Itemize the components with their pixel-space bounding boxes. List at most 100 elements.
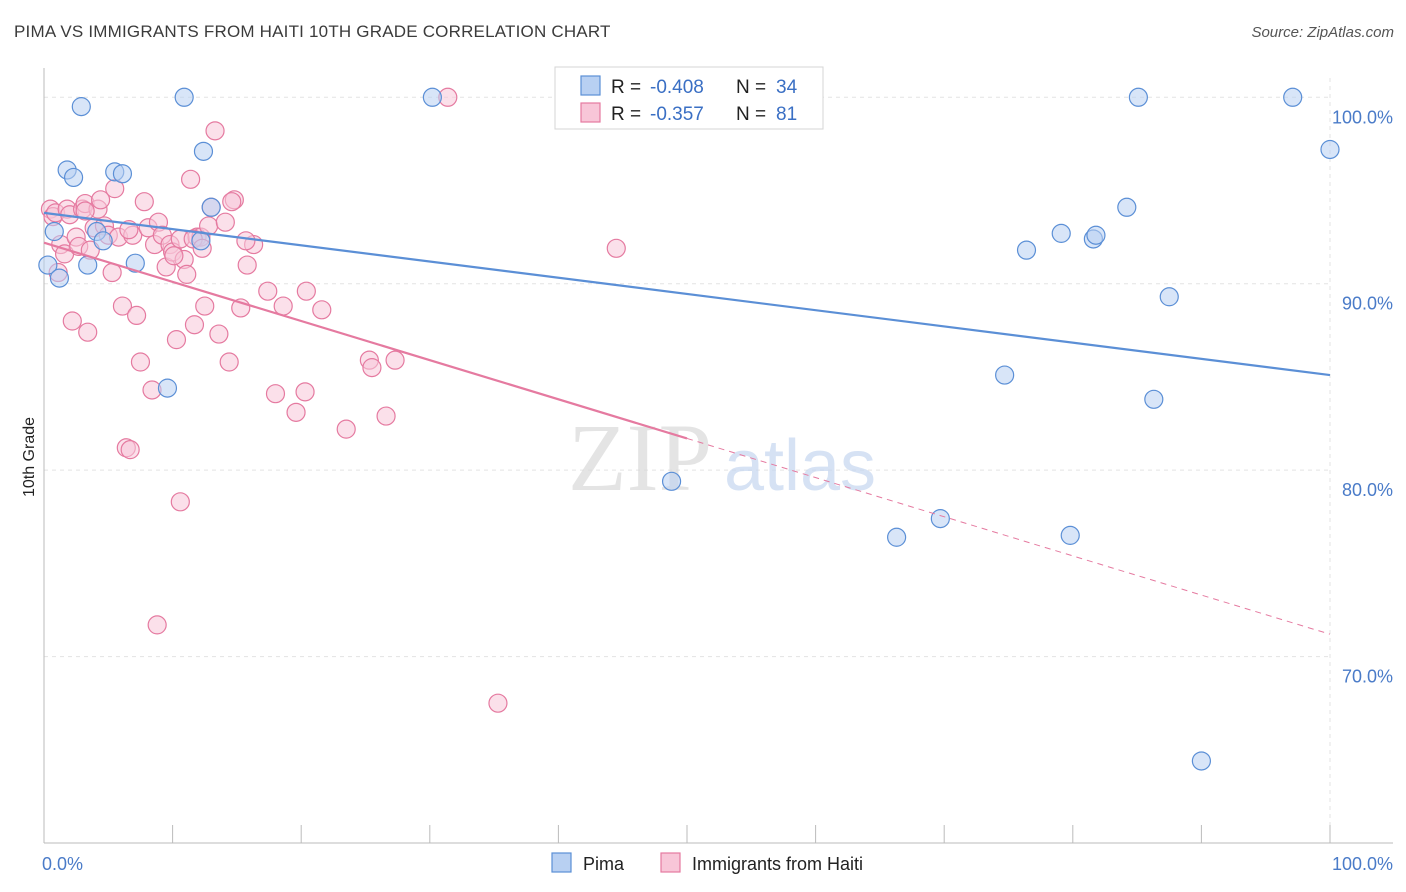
point-pima-25 bbox=[1060, 525, 1080, 545]
source-note: Source: ZipAtlas.com bbox=[1251, 24, 1394, 41]
point-haiti-72 bbox=[170, 492, 190, 512]
y-tick-label-1: 90.0% bbox=[1342, 294, 1393, 314]
legend-swatch-haiti bbox=[580, 102, 601, 123]
point-haiti-25 bbox=[120, 440, 140, 460]
point-haiti-64 bbox=[336, 419, 356, 439]
x-tick-labels: 0.0% 100.0% bbox=[42, 854, 1393, 874]
point-haiti-43 bbox=[184, 315, 205, 335]
series-haiti-points bbox=[40, 87, 626, 713]
legend-r-value-pima: -0.408 bbox=[650, 77, 704, 98]
point-haiti-50 bbox=[209, 324, 229, 344]
point-pima-20 bbox=[930, 509, 950, 529]
point-pima-28 bbox=[1128, 87, 1148, 107]
point-pima-23 bbox=[1016, 240, 1037, 260]
y-tick-label-0: 100.0% bbox=[1332, 107, 1393, 127]
point-haiti-60 bbox=[286, 402, 306, 422]
trend-line-pima bbox=[43, 211, 1331, 377]
point-haiti-77 bbox=[75, 201, 95, 221]
point-haiti-27 bbox=[126, 305, 147, 326]
bottom-legend: Pima Immigrants from Haiti bbox=[551, 852, 863, 874]
point-pima-10 bbox=[112, 164, 133, 184]
bottom-legend-swatch-pima bbox=[551, 852, 572, 873]
point-haiti-62 bbox=[296, 281, 316, 301]
point-pima-26 bbox=[1086, 225, 1106, 245]
point-haiti-63 bbox=[312, 300, 332, 320]
point-haiti-71 bbox=[147, 615, 167, 635]
point-pima-2 bbox=[49, 268, 70, 288]
point-pima-4 bbox=[63, 167, 84, 188]
point-haiti-13 bbox=[78, 322, 98, 342]
point-haiti-51 bbox=[215, 212, 235, 232]
trend-line-haiti-extension bbox=[686, 437, 1331, 635]
bottom-legend-label-pima: Pima bbox=[583, 854, 625, 874]
point-pima-8 bbox=[93, 231, 113, 251]
trend-lines bbox=[43, 211, 1331, 635]
y-axis-label: 10th Grade bbox=[21, 417, 38, 497]
point-haiti-42 bbox=[181, 169, 201, 189]
watermark: ZIP atlas bbox=[568, 404, 876, 511]
point-haiti-61 bbox=[295, 382, 315, 402]
legend-n-label-haiti: N = bbox=[736, 104, 766, 125]
point-pima-17 bbox=[422, 87, 442, 107]
point-pima-31 bbox=[1191, 751, 1212, 771]
watermark-zip: ZIP bbox=[568, 404, 712, 511]
point-haiti-73 bbox=[488, 693, 508, 713]
point-pima-1 bbox=[44, 221, 64, 242]
point-haiti-68 bbox=[385, 350, 405, 370]
point-pima-29 bbox=[1144, 389, 1164, 409]
axes bbox=[43, 68, 1393, 844]
watermark-atlas: atlas bbox=[724, 426, 876, 506]
point-pima-12 bbox=[157, 378, 178, 398]
correlation-legend: R = -0.408 N = 34 R = -0.357 N = 81 bbox=[554, 66, 824, 130]
bottom-legend-label-haiti: Immigrants from Haiti bbox=[692, 854, 863, 874]
y-tick-labels: 100.0% 90.0% 80.0% 70.0% bbox=[1332, 107, 1393, 686]
legend-r-label-pima: R = bbox=[611, 77, 641, 98]
point-pima-22 bbox=[1051, 223, 1071, 243]
legend-n-value-pima: 34 bbox=[776, 77, 798, 98]
point-pima-13 bbox=[174, 87, 194, 107]
point-haiti-28 bbox=[130, 352, 151, 372]
point-haiti-66 bbox=[362, 358, 382, 378]
point-pima-16 bbox=[201, 197, 221, 217]
point-haiti-58 bbox=[265, 384, 286, 404]
point-pima-5 bbox=[71, 97, 91, 117]
point-haiti-29 bbox=[134, 192, 154, 212]
x-tick-label-0: 0.0% bbox=[42, 854, 83, 874]
point-haiti-74 bbox=[222, 192, 242, 212]
point-haiti-23 bbox=[112, 296, 133, 316]
point-pima-30 bbox=[1159, 287, 1179, 307]
y-tick-label-3: 70.0% bbox=[1342, 667, 1393, 687]
trend-line-haiti bbox=[43, 241, 688, 440]
point-haiti-49 bbox=[205, 121, 225, 141]
point-haiti-78 bbox=[164, 246, 184, 266]
point-haiti-67 bbox=[376, 406, 396, 426]
point-haiti-38 bbox=[166, 330, 187, 350]
point-haiti-8 bbox=[62, 311, 82, 331]
legend-n-value-haiti: 81 bbox=[776, 104, 797, 125]
point-pima-27 bbox=[1117, 197, 1137, 217]
point-haiti-17 bbox=[90, 190, 111, 210]
point-haiti-59 bbox=[273, 296, 293, 316]
point-pima-11 bbox=[125, 253, 145, 273]
point-haiti-70 bbox=[606, 238, 626, 258]
legend-swatch-pima bbox=[580, 75, 601, 96]
point-haiti-55 bbox=[237, 255, 257, 275]
chart-title: PIMA VS IMMIGRANTS FROM HAITI 10TH GRADE… bbox=[14, 22, 611, 41]
legend-r-value-haiti: -0.357 bbox=[650, 104, 704, 125]
series-pima-points bbox=[38, 87, 1340, 771]
point-pima-32 bbox=[1283, 87, 1303, 107]
point-pima-15 bbox=[193, 141, 214, 161]
point-haiti-46 bbox=[195, 296, 215, 316]
point-pima-33 bbox=[1320, 139, 1340, 160]
point-haiti-80 bbox=[236, 231, 256, 251]
point-pima-19 bbox=[887, 527, 907, 547]
point-pima-0 bbox=[38, 255, 58, 275]
legend-r-label-haiti: R = bbox=[611, 104, 641, 125]
x-tick-label-1: 100.0% bbox=[1332, 854, 1393, 874]
point-pima-21 bbox=[995, 365, 1015, 385]
point-haiti-41 bbox=[177, 264, 197, 284]
bottom-legend-swatch-haiti bbox=[660, 852, 681, 873]
point-pima-18 bbox=[661, 471, 682, 491]
legend-n-label-pima: N = bbox=[736, 77, 766, 98]
